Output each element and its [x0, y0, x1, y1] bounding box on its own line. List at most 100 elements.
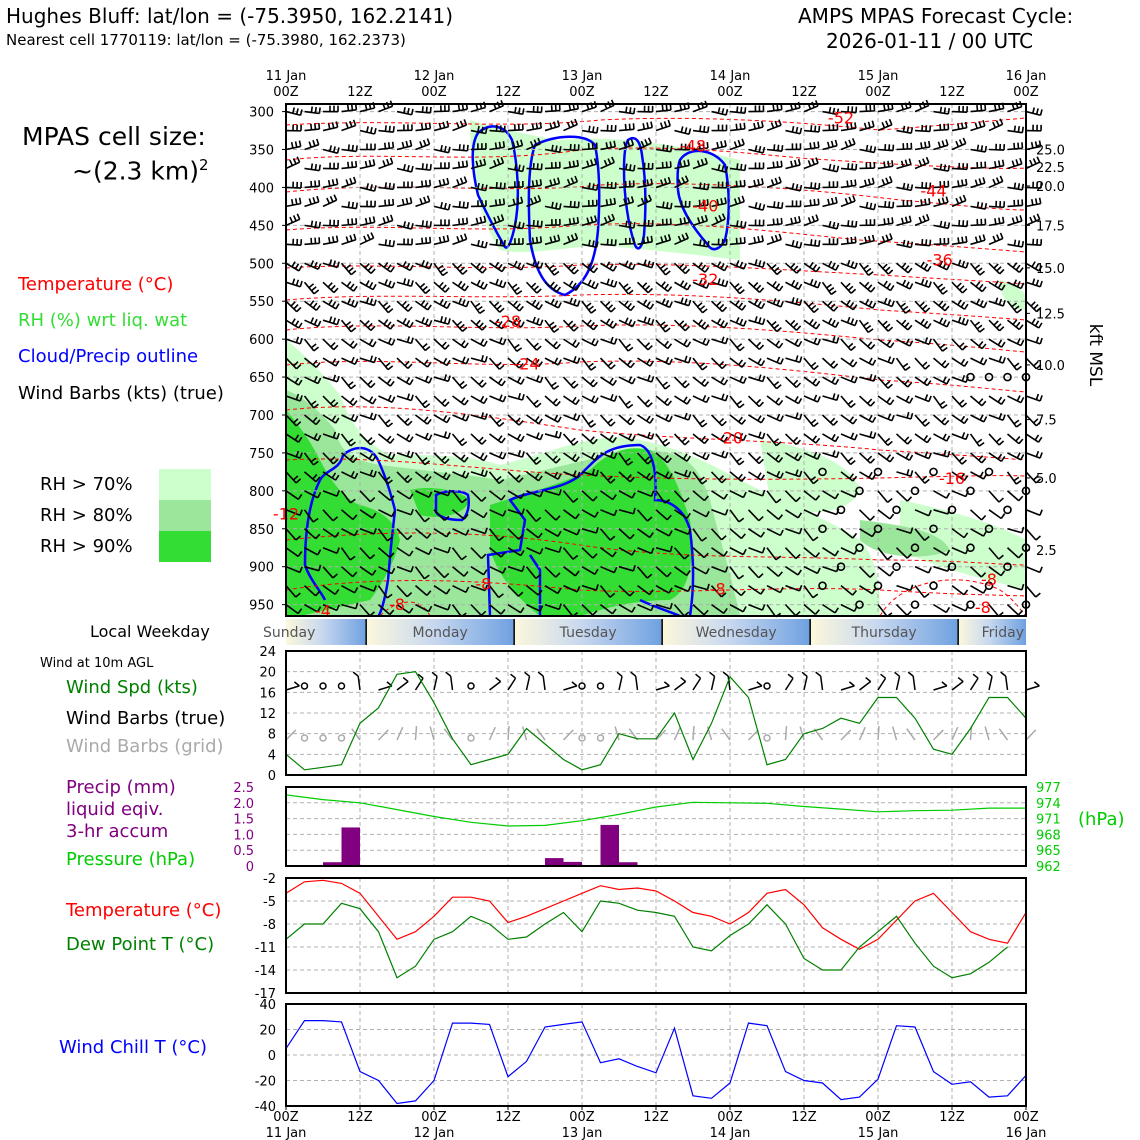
barb-staff: [655, 433, 666, 447]
barb-feather: [983, 416, 988, 423]
barb-staff: [377, 471, 389, 485]
barb-feather: [295, 592, 301, 598]
barb-feather: [666, 400, 673, 407]
barb-staff: [1007, 527, 1023, 534]
barb-feather: [535, 301, 540, 308]
barb-feather: [595, 469, 599, 477]
barb-staff: [729, 127, 745, 132]
bottom-hour-label: 12Z: [643, 1110, 669, 1125]
barb-feather: [462, 144, 465, 151]
barb-feather: [702, 394, 707, 402]
barb-staff: [766, 566, 779, 578]
barb-feather: [1034, 141, 1038, 148]
barb-staff: [414, 395, 426, 409]
barb-feather: [574, 570, 580, 577]
barb-feather: [297, 379, 303, 386]
barb-feather: [683, 339, 688, 346]
barb-staff: [599, 300, 612, 313]
barb-feather: [717, 107, 721, 114]
barb-staff: [396, 145, 412, 151]
barb-feather: [406, 164, 410, 172]
barb-staff: [285, 145, 301, 151]
xs-ytick-label: 350: [249, 144, 274, 159]
barb-feather: [1032, 215, 1037, 222]
barb-feather: [816, 567, 821, 574]
barb-staff: [600, 338, 615, 345]
bottom-date-label: 13 Jan: [562, 1126, 603, 1140]
barb-feather: [443, 202, 447, 210]
barb-feather: [1034, 320, 1040, 327]
barb-feather: [566, 178, 571, 186]
barb-feather: [926, 265, 932, 272]
barb-feather: [479, 338, 485, 345]
barb-staff: [951, 414, 965, 425]
barb-staff: [341, 181, 356, 189]
barb-feather: [461, 356, 466, 363]
barb-staff: [710, 300, 723, 313]
barb-staff: [858, 566, 871, 578]
barb-feather: [496, 418, 502, 424]
barb-feather: [941, 197, 945, 204]
barb-feather: [497, 378, 503, 384]
barb-feather: [335, 360, 340, 367]
barb-staff: [766, 414, 781, 422]
barb-feather: [758, 317, 762, 324]
barb-feather: [683, 554, 690, 560]
barb-feather: [733, 198, 738, 205]
barb-feather: [310, 106, 313, 113]
barb-feather: [332, 431, 337, 438]
calm-circle: [1003, 505, 1012, 515]
barb-feather: [703, 609, 709, 616]
barb-feather: [539, 121, 543, 129]
barb-staff: [895, 676, 901, 691]
barb-feather: [629, 362, 636, 369]
bottom-hour-label: 00Z: [717, 1110, 743, 1125]
barb-staff: [766, 471, 781, 480]
barb-feather: [662, 381, 668, 387]
barb-feather: [832, 363, 839, 369]
barb-feather: [407, 363, 413, 369]
barb-staff: [322, 376, 338, 383]
barb-feather: [831, 433, 836, 440]
barb-feather: [299, 337, 303, 345]
barb-feather: [701, 264, 707, 271]
barb-staff: [969, 677, 979, 691]
barb-feather: [296, 156, 301, 163]
barb-staff: [396, 490, 411, 500]
barb-staff: [637, 471, 651, 482]
barb-feather: [557, 473, 562, 480]
barb-feather: [981, 457, 987, 464]
barb-feather: [428, 434, 433, 441]
barb-staff: [859, 471, 873, 481]
barb-feather: [555, 458, 561, 464]
barb-feather: [335, 178, 339, 185]
barb-feather: [353, 233, 357, 241]
barb-staff: [378, 452, 393, 461]
barb-staff: [1025, 528, 1037, 541]
barb-staff: [414, 566, 426, 580]
barb-staff: [433, 603, 449, 611]
barb-feather: [352, 571, 358, 578]
kft-tick-label: 25.0: [1036, 144, 1065, 159]
barb-feather: [439, 316, 444, 323]
barb-feather: [887, 497, 893, 504]
barb-feather: [871, 120, 875, 127]
barb-feather: [494, 318, 500, 325]
barb-staff: [525, 452, 537, 465]
barb-feather: [666, 202, 669, 209]
barb-feather: [350, 441, 356, 447]
barb-feather: [631, 549, 636, 556]
barb-feather: [613, 197, 617, 205]
barb-feather: [611, 608, 617, 615]
barb-staff: [544, 395, 557, 407]
barb-feather: [885, 266, 891, 272]
barb-feather: [516, 290, 523, 295]
barb-feather: [812, 321, 818, 328]
barb-staff: [729, 547, 744, 556]
barb-feather: [1021, 126, 1024, 133]
barb-feather: [536, 220, 539, 227]
barb-feather: [738, 460, 745, 466]
barb-feather: [793, 265, 799, 272]
barb-feather: [649, 360, 655, 367]
barb-feather: [520, 435, 525, 442]
